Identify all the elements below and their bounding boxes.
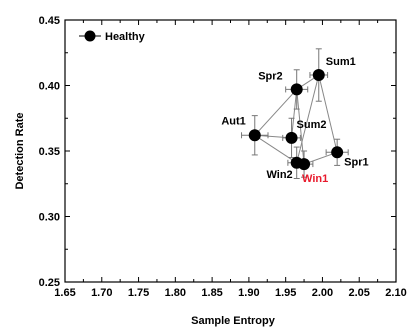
connection-line [291, 89, 298, 138]
connection-line [296, 89, 305, 165]
x-tick-label: 2.05 [349, 287, 370, 299]
data-point-spr1 [331, 146, 344, 159]
x-tick-label: 2.10 [385, 287, 406, 299]
data-point-sum1 [312, 69, 325, 82]
data-point-win1 [298, 158, 311, 171]
data-point-aut1 [248, 129, 261, 142]
point-labels: Sum1 Spr2 Aut1 Sum2 Spr1 Win2 Win1 [221, 56, 368, 185]
point-label-aut1: Aut1 [221, 115, 245, 127]
point-label-win1: Win1 [302, 173, 328, 185]
x-tick-label: 1.90 [238, 287, 259, 299]
data-point-sum2 [285, 131, 298, 144]
x-tick-label: 2.00 [312, 287, 333, 299]
y-tick-label: 0.45 [39, 15, 60, 27]
x-tick-label: 1.75 [128, 287, 149, 299]
x-axis-title: Sample Entropy [191, 315, 276, 327]
data-points [248, 69, 344, 171]
connection-line [254, 134, 297, 164]
y-tick-label: 0.40 [39, 81, 60, 93]
point-label-spr2: Spr2 [258, 70, 282, 82]
x-tick-label: 1.70 [91, 287, 112, 299]
data-point-spr2 [290, 83, 303, 96]
legend-label: Healthy [105, 31, 146, 43]
legend-marker [84, 30, 96, 42]
point-label-win2: Win2 [267, 169, 293, 181]
connection-line [254, 89, 298, 136]
x-tick-label: 1.85 [201, 287, 222, 299]
x-tick-label: 1.95 [275, 287, 296, 299]
y-axis-title: Detection Rate [14, 112, 26, 189]
point-label-sum2: Sum2 [297, 119, 327, 131]
point-label-sum1: Sum1 [326, 56, 356, 68]
point-label-spr1: Spr1 [344, 156, 368, 168]
y-tick-label: 0.35 [39, 146, 60, 158]
y-tick-label: 0.25 [39, 277, 60, 289]
x-tick-label: 1.80 [165, 287, 186, 299]
legend: Healthy [79, 30, 146, 43]
x-tick-label: 1.65 [54, 287, 75, 299]
y-tick-label: 0.30 [39, 212, 60, 224]
connection-line [296, 74, 320, 163]
axes: 1.65 1.70 1.75 1.80 1.85 1.90 1.95 2.00 2.05 2.10… [39, 15, 407, 299]
connection-line [318, 74, 338, 153]
